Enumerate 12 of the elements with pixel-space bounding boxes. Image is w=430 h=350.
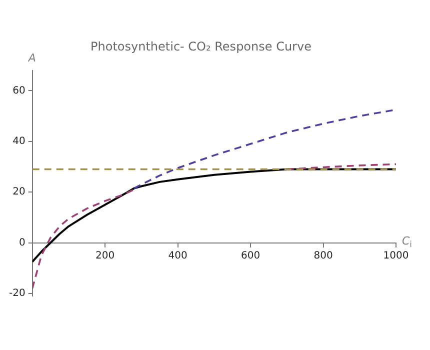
y-tick-label: -20 xyxy=(8,288,26,300)
x-tick-label: 1000 xyxy=(383,250,409,262)
x-tick-label: 600 xyxy=(240,250,260,262)
y-tick-label: 60 xyxy=(12,85,26,96)
y-tick-label: 20 xyxy=(12,186,26,198)
x-tick-label: 400 xyxy=(168,250,188,262)
x-tick-label: 200 xyxy=(96,250,115,262)
y-tick-label: 0 xyxy=(18,237,26,248)
y-axis-title: A xyxy=(27,51,36,64)
x-tick-label: 800 xyxy=(314,250,333,262)
y-tick-label: 40 xyxy=(12,136,26,147)
chart-title: Photosynthetic- CO₂ Response Curve xyxy=(90,39,312,54)
